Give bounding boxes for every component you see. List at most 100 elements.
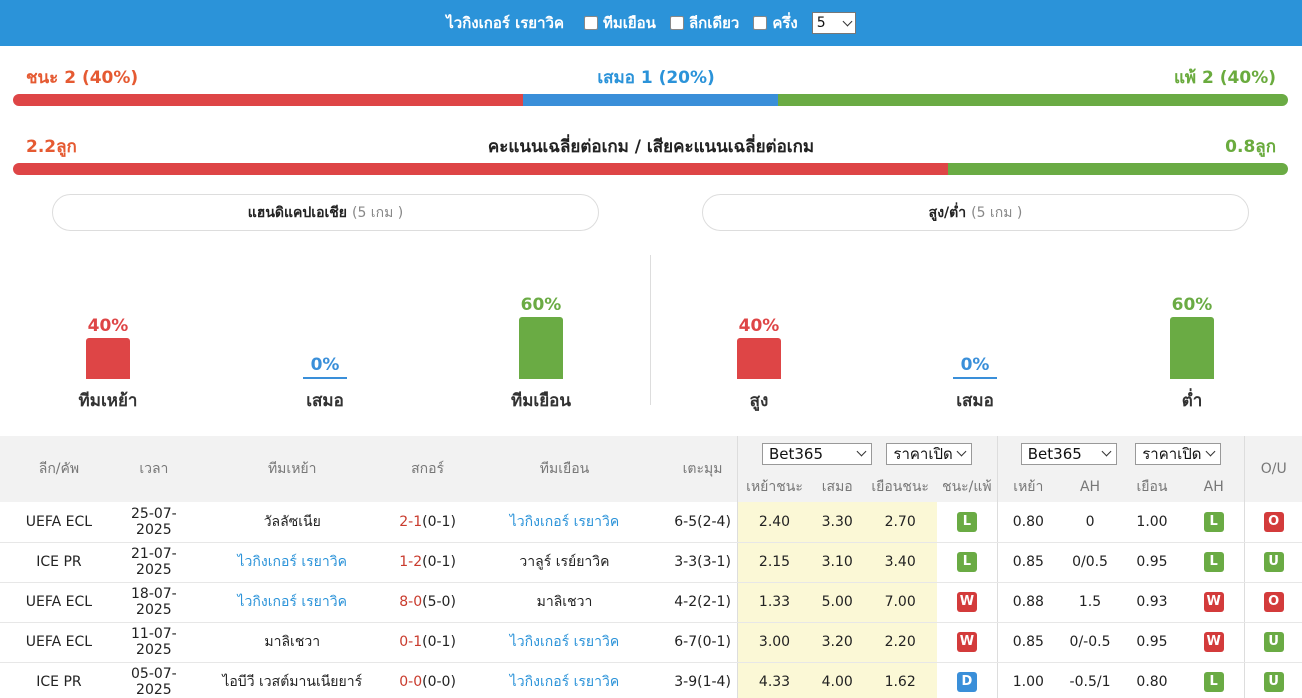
away-team-cell[interactable]: ไวกิงเกอร์ เรยาวิค — [460, 622, 669, 663]
price-select-1x2[interactable]: ราคาเปิด — [886, 442, 973, 465]
odds-home-cell: 1.33 — [736, 582, 812, 623]
ou-bar — [1170, 317, 1214, 379]
ah-result-cell: L — [1182, 502, 1245, 543]
ah-line-cell: 0 — [1059, 502, 1122, 543]
filter-same-league-checkbox[interactable]: ลีกเดียว — [669, 11, 739, 35]
handicap-label: ทีมเหย้า — [78, 391, 138, 411]
corner-cell: 3-3(3-1) — [668, 542, 738, 583]
handicap-stat-column: 0% เสมอ — [265, 355, 385, 414]
checkbox-icon[interactable] — [583, 16, 598, 30]
ah-away-cell: 1.00 — [1121, 502, 1183, 543]
handicap-bar — [86, 338, 130, 379]
date-cell: 18-07-2025 — [117, 582, 190, 623]
price-select-ah[interactable]: ราคาเปิด — [1135, 442, 1222, 465]
home-team-cell[interactable]: ไวกิงเกอร์ เรยาวิค — [189, 582, 395, 623]
ou-stat-column: 60% ต่ำ — [1132, 295, 1252, 414]
score-cell: 8-0(5-0) — [394, 582, 461, 623]
corner-cell: 4-2(2-1) — [668, 582, 738, 623]
subcol-home-win: เหย้าชนะ — [736, 471, 812, 502]
handicap-stat-column: 40% ทีมเหย้า — [48, 316, 168, 414]
score-full: 0-0 — [399, 674, 423, 690]
handicap-title: แฮนดิแคปเอเชีย — [247, 204, 347, 221]
table-row[interactable]: UEFA ECL 18-07-2025 ไวกิงเกอร์ เรยาวิค 8-0(… — [0, 582, 1302, 623]
score-half: (0-1) — [422, 554, 456, 570]
ou-badge: O — [1263, 592, 1284, 612]
odds-1x2-header: Bet365 ราคาเปิด — [736, 436, 998, 471]
handicap-pct: 60% — [520, 295, 562, 315]
win-segment — [13, 94, 523, 106]
score-half: (0-1) — [422, 513, 456, 530]
handicap-pct: 0% — [310, 355, 340, 375]
ou-cell: O — [1244, 582, 1302, 623]
ah-line-cell: 0/-0.5 — [1059, 622, 1122, 663]
home-team-cell[interactable]: ไวกิงเกอร์ เรยาวิค — [189, 542, 395, 583]
odds-home-cell: 3.00 — [736, 622, 812, 663]
ou-stat-column: 0% เสมอ — [915, 355, 1035, 414]
wl-cell: W — [937, 582, 998, 623]
table-row[interactable]: ICE PR 21-07-2025 ไวกิงเกอร์ เรยาวิค 1-2(0-… — [0, 542, 1302, 583]
ah-line-cell: 0/0.5 — [1059, 542, 1122, 583]
ah-home-cell: 0.85 — [996, 622, 1060, 663]
odds-draw-cell: 3.30 — [811, 502, 864, 543]
away-team-cell[interactable]: ไวกิงเกอร์ เรยาวิค — [460, 662, 669, 698]
col-score: สกอร์ — [394, 436, 461, 502]
ou-badge: U — [1263, 672, 1284, 692]
draw-segment — [523, 94, 778, 106]
date-cell: 11-07-2025 — [117, 622, 190, 663]
odds-draw-cell: 3.20 — [811, 622, 864, 663]
result-badge: D — [956, 672, 977, 692]
result-bar — [13, 94, 1288, 106]
score-cell: 0-0(0-0) — [394, 662, 461, 698]
league-cell: UEFA ECL — [0, 502, 118, 543]
score-full: 1-2 — [399, 554, 423, 570]
loss-label: แพ้ 2 (40%) — [1173, 68, 1276, 88]
handicap-label: เสมอ — [306, 391, 344, 411]
bookmaker-select-ah[interactable]: Bet365 — [1020, 442, 1117, 465]
chevron-down-icon — [1101, 446, 1112, 457]
checkbox-icon[interactable] — [669, 16, 684, 30]
chevron-down-icon — [956, 446, 967, 457]
score-half: (5-0) — [422, 594, 456, 610]
col-home: ทีมเหย้า — [189, 436, 395, 502]
handicap-label: ทีมเยือน — [510, 391, 571, 411]
ou-stat-column: 40% สูง — [699, 316, 819, 414]
ou-badge: U — [1263, 552, 1284, 572]
ou-badge: O — [1263, 511, 1284, 532]
ah-home-cell: 1.00 — [996, 662, 1060, 698]
ah-result-cell: L — [1182, 662, 1245, 698]
match-count-select[interactable]: 5 — [811, 12, 856, 34]
date-cell: 05-07-2025 — [117, 662, 190, 698]
league-cell: UEFA ECL — [0, 622, 118, 663]
away-team-cell[interactable]: ไวกิงเกอร์ เรยาวิค — [460, 502, 669, 543]
ah-home-cell: 0.85 — [996, 542, 1060, 583]
score-full: 2-1 — [399, 513, 423, 530]
ah-result-badge: L — [1203, 672, 1224, 692]
subcol-draw: เสมอ — [811, 471, 864, 502]
table-row[interactable]: UEFA ECL 25-07-2025 วัลลัซเนีย 2-1(0-1) ไวกิ… — [0, 502, 1302, 543]
match-table: ลีก/คัพ เวลา ทีมเหย้า สกอร์ ทีมเยือน เตะ… — [0, 436, 1302, 698]
win-label: ชนะ 2 (40%) — [26, 68, 139, 88]
ou-badge: U — [1263, 632, 1284, 652]
bookmaker-select-1x2[interactable]: Bet365 — [761, 442, 872, 465]
table-row[interactable]: UEFA ECL 11-07-2025 มาลิเชวา 0-1(0-1) ไวกิงเ… — [0, 622, 1302, 663]
ou-pct: 40% — [738, 316, 780, 336]
filter-away-checkbox[interactable]: ทีมเยือน — [583, 11, 656, 35]
ou-cell: U — [1244, 622, 1302, 663]
match-count-value: 5 — [816, 15, 826, 31]
filter-half-checkbox[interactable]: ครึ่ง — [753, 11, 798, 35]
chevron-down-icon — [842, 16, 853, 26]
goals-summary: 2.2ลูก คะแนนเฉลี่ยต่อเกม / เสียคะแนนเฉลี… — [26, 133, 1276, 160]
handicap-bar — [303, 377, 347, 379]
ah-result-badge: W — [1203, 632, 1224, 652]
checkbox-icon[interactable] — [753, 16, 768, 30]
filter-away-label: ทีมเยือน — [602, 14, 656, 32]
ah-away-cell: 0.95 — [1121, 622, 1183, 663]
ou-cell: U — [1244, 542, 1302, 583]
goals-conceded: 0.8ลูก — [1225, 137, 1276, 157]
ou-cell: U — [1244, 662, 1302, 698]
score-full: 0-1 — [399, 634, 423, 650]
table-row[interactable]: ICE PR 05-07-2025 ไอบีวี เวสต์มานเนียยาร์ 0… — [0, 662, 1302, 698]
subcol-win-loss: ชนะ/แพ้ — [937, 471, 998, 502]
ah-line-cell: -0.5/1 — [1059, 662, 1122, 698]
team-title: ไวกิงเกอร์ เรยาวิค — [446, 14, 564, 32]
